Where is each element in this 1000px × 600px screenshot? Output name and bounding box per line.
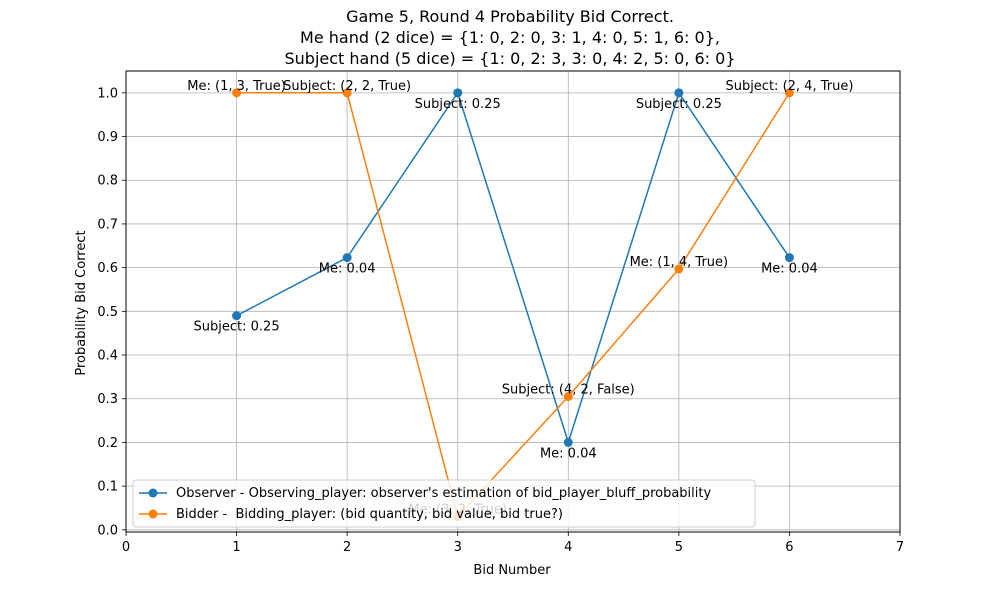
y-tick-label: 0.3 xyxy=(97,392,118,407)
series-line-observer xyxy=(236,92,791,444)
y-tick-label: 0.8 xyxy=(97,174,118,189)
x-tick-label: 1 xyxy=(232,540,240,555)
data-label-observer: Me: 0.04 xyxy=(540,446,597,461)
annotations: Subject: 0.25 Me: 0.04 Subject: 0.25 Me: 0.… xyxy=(187,79,853,518)
data-point-observer xyxy=(232,311,242,321)
legend: Observer - Observing_player: observer's … xyxy=(132,479,756,528)
x-tick-label: 5 xyxy=(675,540,683,555)
data-point-bidder xyxy=(784,88,794,98)
x-tick-label: 0 xyxy=(122,540,130,555)
legend-marker-observer xyxy=(148,488,158,498)
y-axis-label: Probability Bid Correct xyxy=(74,230,89,375)
data-label-bidder: Subject: (2, 2, True) xyxy=(283,79,411,94)
data-point-observer xyxy=(563,437,573,447)
series-line-bidder xyxy=(236,92,791,518)
x-tick-label: 7 xyxy=(896,540,904,555)
chart-title-line-1: Game 5, Round 4 Probability Bid Correct. xyxy=(346,7,674,26)
y-tick-label: 0.7 xyxy=(97,217,118,232)
data-label-bidder: Me: (1, 4, True) xyxy=(630,255,729,270)
x-tick-label: 2 xyxy=(343,540,351,555)
chart-title-line-3: Subject hand (5 dice) = {1: 0, 2: 3, 3: … xyxy=(284,49,735,68)
y-tick-label: 0.9 xyxy=(97,130,118,145)
chart-title-line-2: Me hand (2 dice) = {1: 0, 2: 0, 3: 1, 4:… xyxy=(300,28,720,47)
y-tick-label: 0.1 xyxy=(97,480,118,495)
x-tick-label: 6 xyxy=(785,540,793,555)
y-tick-label: 0.5 xyxy=(97,305,118,320)
data-point-bidder xyxy=(563,392,573,402)
data-point-observer xyxy=(453,88,463,98)
x-tick-label: 3 xyxy=(454,540,462,555)
y-tick-label: 0.0 xyxy=(97,523,118,538)
y-tick-label: 1.0 xyxy=(97,86,118,101)
data-point-observer xyxy=(674,88,684,98)
x-axis-label: Bid Number xyxy=(473,563,551,578)
y-tick-label: 0.6 xyxy=(97,261,118,276)
y-tick-label: 0.4 xyxy=(97,349,118,364)
legend-label-bidder: Bidder - Bidding_player: (bid quantity, … xyxy=(176,507,563,522)
data-label-bidder: Subject: (4, 2, False) xyxy=(502,383,635,398)
data-label-bidder: Subject: (2, 4, True) xyxy=(725,79,853,94)
legend-box xyxy=(132,479,756,528)
x-tick-label: 4 xyxy=(564,540,572,555)
data-label-observer: Subject: 0.25 xyxy=(415,97,501,112)
data-label-observer: Subject: 0.25 xyxy=(636,97,722,112)
data-point-bidder xyxy=(232,88,242,98)
legend-label-observer: Observer - Observing_player: observer's … xyxy=(176,486,711,501)
data-label-observer: Me: 0.04 xyxy=(319,262,376,277)
data-label-bidder: Me: (1, 3, True) xyxy=(187,79,286,94)
series-group xyxy=(232,88,794,522)
y-tick-label: 0.2 xyxy=(97,436,118,451)
grid xyxy=(125,71,901,532)
data-label-observer: Me: 0.04 xyxy=(761,262,818,277)
data-point-observer xyxy=(784,253,794,263)
legend-marker-bidder xyxy=(148,509,158,519)
axis-ticks: 0 1 2 3 4 5 6 7 0.0 0.1 0.2 0.3 0.4 0.5 0.6 0.7 0.8 0.9 1.… xyxy=(97,86,904,555)
data-label-observer: Subject: 0.25 xyxy=(194,320,280,335)
plot-area-frame xyxy=(125,70,901,533)
data-point-bidder xyxy=(342,88,352,98)
data-point-bidder xyxy=(674,264,684,274)
data-point-observer xyxy=(342,253,352,263)
